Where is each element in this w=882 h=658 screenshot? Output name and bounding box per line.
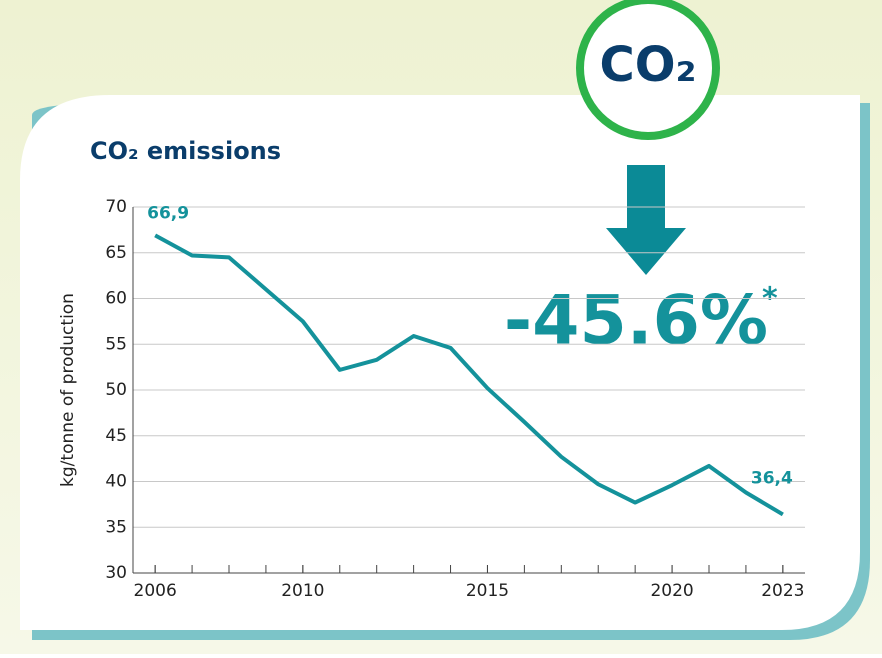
x-tick-label: 2023 xyxy=(761,581,804,601)
data-label: 66,9 xyxy=(147,203,189,223)
y-tick-label: 65 xyxy=(105,243,127,263)
x-tick-label: 2015 xyxy=(466,581,509,601)
y-tick-label: 50 xyxy=(105,380,127,400)
y-tick-label: 55 xyxy=(105,334,127,354)
chart-title: CO₂ emissions xyxy=(90,137,281,165)
y-axis-label: kg/tonne of production xyxy=(58,293,78,487)
card xyxy=(20,95,860,630)
x-tick-label: 2006 xyxy=(134,581,177,601)
x-tick-label: 2020 xyxy=(650,581,693,601)
annotation: -45.6% xyxy=(504,282,768,361)
y-tick-label: 40 xyxy=(105,472,127,492)
badge: CO₂ xyxy=(599,37,696,93)
y-tick-label: 60 xyxy=(105,289,127,309)
y-tick-label: 30 xyxy=(105,563,127,583)
data-label: 36,4 xyxy=(751,468,793,488)
y-tick-label: 35 xyxy=(105,517,127,537)
y-tick-label: 70 xyxy=(105,197,127,217)
x-tick-label: 2010 xyxy=(281,581,324,601)
y-tick-label: 45 xyxy=(105,426,127,446)
line xyxy=(154,233,784,517)
badge-circle xyxy=(576,0,720,140)
arrow xyxy=(606,165,686,275)
